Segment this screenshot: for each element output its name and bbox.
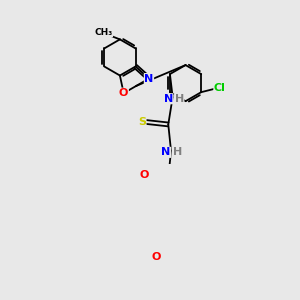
Text: N: N	[161, 147, 171, 158]
Text: O: O	[152, 252, 161, 262]
Text: Cl: Cl	[214, 83, 226, 93]
Text: N: N	[144, 74, 154, 84]
Text: H: H	[175, 94, 184, 104]
Text: H: H	[173, 147, 182, 158]
Text: S: S	[138, 117, 146, 127]
Text: CH₃: CH₃	[94, 28, 112, 37]
Text: N: N	[164, 94, 173, 104]
Text: O: O	[119, 88, 128, 98]
Text: O: O	[140, 170, 149, 180]
